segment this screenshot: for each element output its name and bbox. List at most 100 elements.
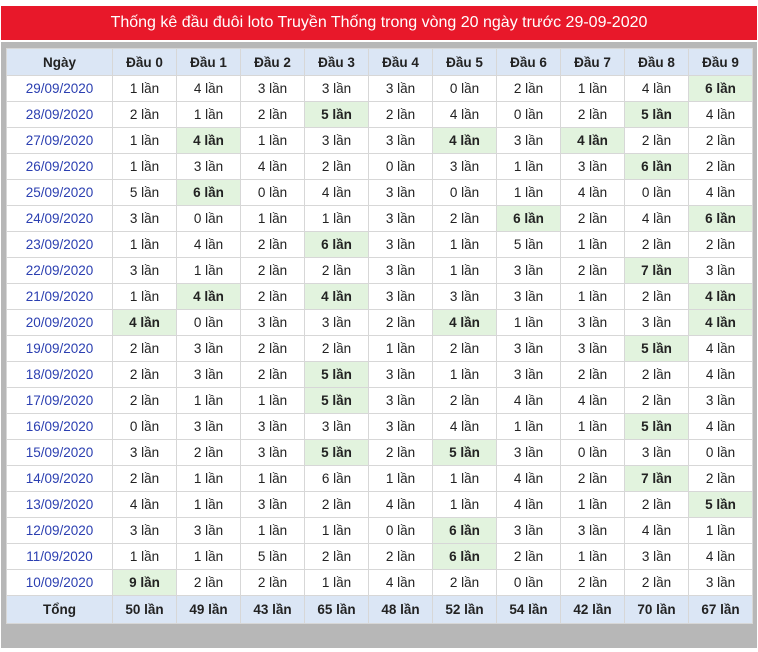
count-cell-dau-1: 1 lần [176,465,241,492]
count-cell-dau-9: 4 lần [688,283,753,310]
count-cell-dau-6: 3 lần [496,517,561,544]
count-cell-dau-0: 1 lần [112,153,177,180]
row-date: 14/09/2020 [6,465,113,492]
count-cell-dau-7: 1 lần [560,231,625,258]
count-cell-dau-3: 5 lần [304,387,369,414]
count-cell-dau-1: 4 lần [176,75,241,102]
count-cell-dau-3: 3 lần [304,309,369,336]
count-cell-dau-6: 1 lần [496,179,561,206]
count-cell-dau-6: 6 lần [496,205,561,232]
count-cell-dau-0: 3 lần [112,517,177,544]
count-cell-dau-1: 0 lần [176,309,241,336]
count-cell-dau-8: 0 lần [624,179,689,206]
header-date: Ngày [6,48,113,76]
count-cell-dau-8: 2 lần [624,387,689,414]
totals-label: Tổng [6,595,113,624]
count-cell-dau-3: 1 lần [304,569,369,596]
table-row: 18/09/2020 2 lần 3 lần 2 lần 5 lần 3 lần 1 lần… [6,361,753,388]
count-cell-dau-0: 1 lần [112,543,177,570]
count-cell-dau-6: 0 lần [496,101,561,128]
count-cell-dau-6: 4 lần [496,387,561,414]
count-cell-dau-7: 2 lần [560,205,625,232]
count-cell-dau-7: 1 lần [560,283,625,310]
count-cell-dau-3: 6 lần [304,465,369,492]
count-cell-dau-7: 2 lần [560,101,625,128]
table-row: 17/09/2020 2 lần 1 lần 1 lần 5 lần 3 lần 2 lần… [6,387,753,414]
count-cell-dau-2: 3 lần [240,491,305,518]
row-date: 25/09/2020 [6,179,113,206]
table-footer: Tổng 50 lần 49 lần 43 lần 65 lần 48 lần 52 lần… [6,595,753,624]
table-body: 29/09/2020 1 lần 4 lần 3 lần 3 lần 3 lần 0 lần… [6,75,753,596]
count-cell-dau-2: 3 lần [240,439,305,466]
count-cell-dau-5: 2 lần [432,335,497,362]
count-cell-dau-5: 0 lần [432,179,497,206]
count-cell-dau-6: 2 lần [496,75,561,102]
row-date: 18/09/2020 [6,361,113,388]
count-cell-dau-0: 9 lần [112,569,177,596]
count-cell-dau-1: 1 lần [176,491,241,518]
table-row: 21/09/2020 1 lần 4 lần 2 lần 4 lần 3 lần 3 lần… [6,283,753,310]
count-cell-dau-2: 2 lần [240,335,305,362]
count-cell-dau-1: 1 lần [176,543,241,570]
row-date: 22/09/2020 [6,257,113,284]
count-cell-dau-2: 1 lần [240,205,305,232]
row-date: 21/09/2020 [6,283,113,310]
count-cell-dau-4: 2 lần [368,543,433,570]
count-cell-dau-4: 3 lần [368,413,433,440]
count-cell-dau-5: 1 lần [432,491,497,518]
row-date: 24/09/2020 [6,205,113,232]
count-cell-dau-7: 1 lần [560,543,625,570]
table-row: 20/09/2020 4 lần 0 lần 3 lần 3 lần 2 lần 4 lần… [6,309,753,336]
count-cell-dau-4: 3 lần [368,257,433,284]
count-cell-dau-1: 2 lần [176,569,241,596]
count-cell-dau-2: 0 lần [240,179,305,206]
count-cell-dau-4: 0 lần [368,517,433,544]
count-cell-dau-4: 3 lần [368,361,433,388]
count-cell-dau-2: 1 lần [240,127,305,154]
count-cell-dau-0: 1 lần [112,75,177,102]
count-cell-dau-2: 1 lần [240,517,305,544]
count-cell-dau-3: 5 lần [304,439,369,466]
total-cell-dau-5: 52 lần [432,595,497,624]
row-date: 27/09/2020 [6,127,113,154]
count-cell-dau-3: 3 lần [304,413,369,440]
count-cell-dau-9: 2 lần [688,465,753,492]
count-cell-dau-8: 4 lần [624,517,689,544]
count-cell-dau-9: 2 lần [688,231,753,258]
count-cell-dau-2: 4 lần [240,153,305,180]
count-cell-dau-5: 1 lần [432,361,497,388]
count-cell-dau-9: 3 lần [688,257,753,284]
count-cell-dau-9: 3 lần [688,569,753,596]
count-cell-dau-0: 1 lần [112,127,177,154]
count-cell-dau-4: 3 lần [368,75,433,102]
count-cell-dau-7: 1 lần [560,75,625,102]
count-cell-dau-8: 2 lần [624,361,689,388]
row-date: 12/09/2020 [6,517,113,544]
count-cell-dau-2: 1 lần [240,465,305,492]
count-cell-dau-7: 2 lần [560,569,625,596]
count-cell-dau-7: 4 lần [560,179,625,206]
count-cell-dau-9: 4 lần [688,179,753,206]
count-cell-dau-0: 2 lần [112,101,177,128]
count-cell-dau-3: 5 lần [304,361,369,388]
total-cell-dau-2: 43 lần [240,595,305,624]
count-cell-dau-5: 1 lần [432,257,497,284]
total-cell-dau-6: 54 lần [496,595,561,624]
row-date: 26/09/2020 [6,153,113,180]
count-cell-dau-7: 1 lần [560,491,625,518]
header-dau-2: Đầu 2 [240,48,305,76]
count-cell-dau-1: 1 lần [176,257,241,284]
count-cell-dau-2: 3 lần [240,75,305,102]
count-cell-dau-8: 3 lần [624,543,689,570]
header-dau-6: Đầu 6 [496,48,561,76]
count-cell-dau-9: 4 lần [688,101,753,128]
count-cell-dau-6: 1 lần [496,153,561,180]
count-cell-dau-9: 6 lần [688,75,753,102]
count-cell-dau-9: 3 lần [688,387,753,414]
total-cell-dau-4: 48 lần [368,595,433,624]
count-cell-dau-2: 1 lần [240,387,305,414]
count-cell-dau-2: 5 lần [240,543,305,570]
count-cell-dau-8: 5 lần [624,101,689,128]
table-row: 13/09/2020 4 lần 1 lần 3 lần 2 lần 4 lần 1 lần… [6,491,753,518]
